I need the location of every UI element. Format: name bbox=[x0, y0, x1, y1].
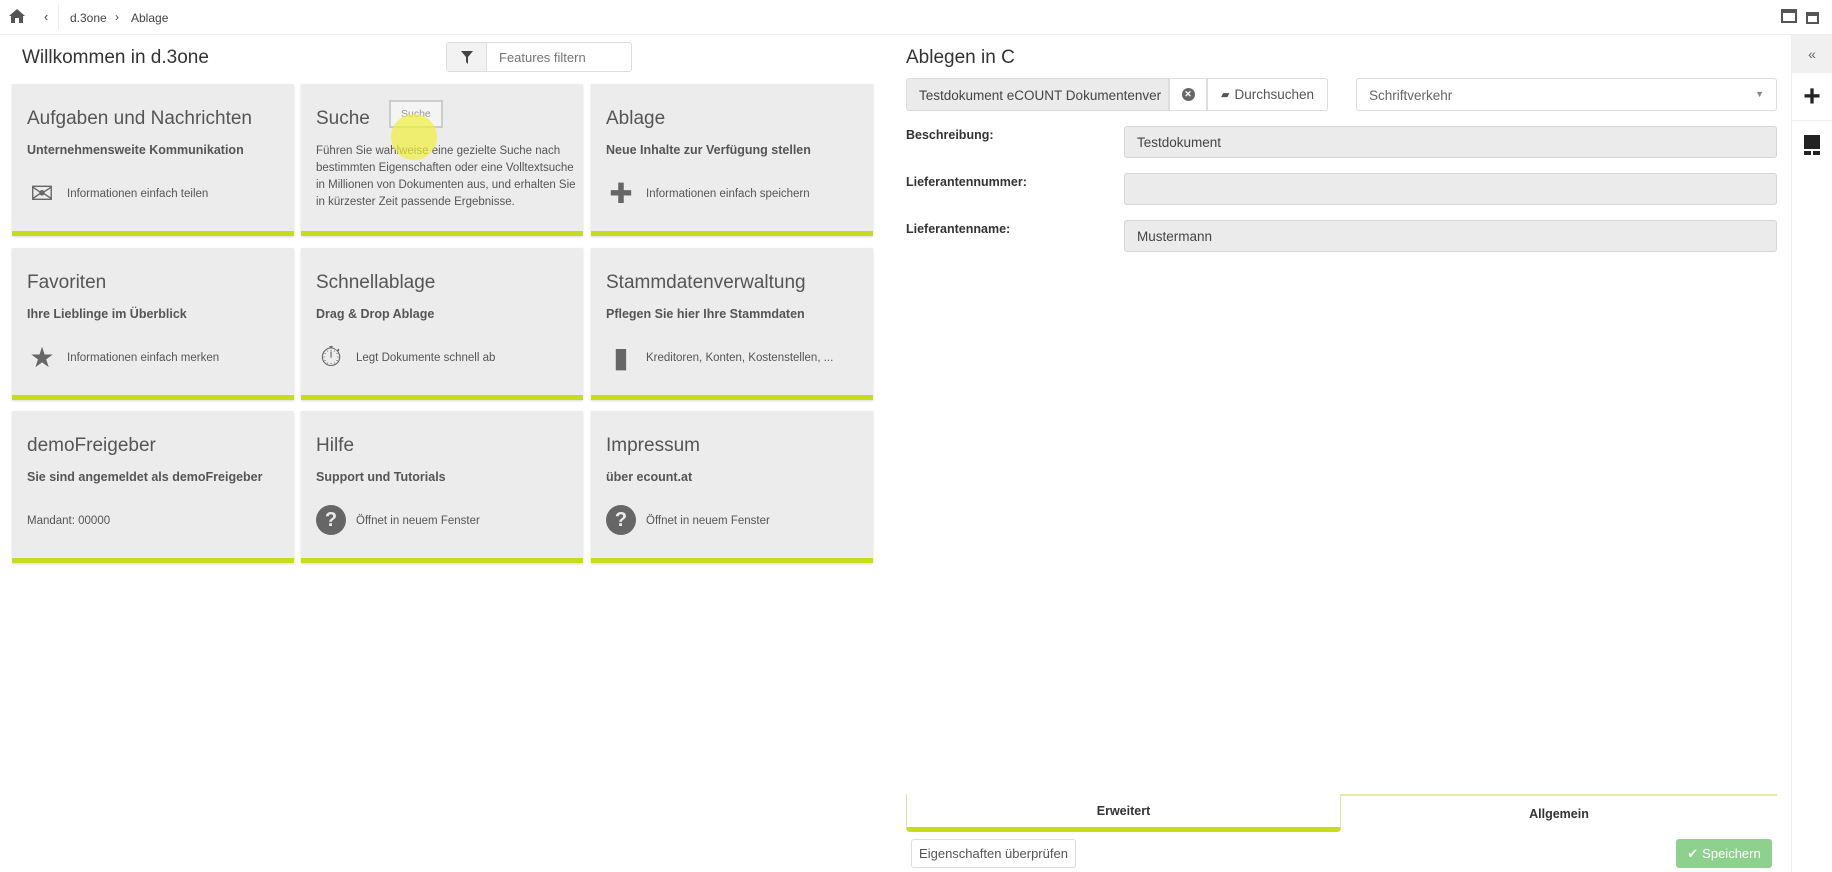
clear-icon: ✕ bbox=[1181, 88, 1195, 101]
feature-card[interactable]: Ablage Neue Inhalte zur Verfügung stellen… bbox=[591, 84, 873, 236]
add-icon[interactable]: + bbox=[1792, 73, 1832, 121]
card-title: Hilfe bbox=[316, 435, 355, 456]
panel-icon[interactable] bbox=[1792, 121, 1832, 169]
document-input[interactable]: Testdokument eCOUNT Dokumentenver bbox=[906, 78, 1169, 111]
field-label-beschreibung: Beschreibung: bbox=[906, 128, 994, 142]
beschreibung-input[interactable]: Testdokument bbox=[1124, 126, 1777, 158]
envelope-icon: ✉ bbox=[30, 177, 54, 209]
lieferantenname-input[interactable]: Mustermann bbox=[1124, 220, 1777, 252]
plus-icon: ✚ bbox=[609, 177, 633, 209]
check-properties-button[interactable]: Eigenschaften überprüfen bbox=[911, 839, 1076, 868]
feature-card[interactable]: Stammdatenverwaltung Pflegen Sie hier Ihr… bbox=[591, 248, 873, 400]
lieferantennummer-input[interactable] bbox=[1124, 173, 1777, 205]
card-subtitle: Ihre Lieblinge im Überblick bbox=[27, 307, 187, 321]
save-button[interactable]: ✔ Speichern bbox=[1676, 839, 1772, 868]
right-sidebar: « + bbox=[1791, 35, 1832, 872]
category-value: Schriftverkehr bbox=[1369, 88, 1453, 103]
top-bar: ‹ d.3one › Ablage bbox=[0, 0, 1832, 35]
feature-card[interactable]: Favoriten Ihre Lieblinge im Überblick ★ Inf… bbox=[12, 248, 294, 400]
caret-down-icon: ▼ bbox=[1755, 89, 1764, 99]
card-subtitle: Pflegen Sie hier Ihre Stammdaten bbox=[606, 307, 805, 321]
card-title: Schnellablage bbox=[316, 272, 436, 293]
question-circle-icon: ? bbox=[606, 505, 636, 535]
card-subtitle: Sie sind angemeldet als demoFreigeber bbox=[27, 470, 263, 484]
card-title: Favoriten bbox=[27, 272, 107, 293]
save-label: Speichern bbox=[1702, 846, 1761, 861]
folder-icon: ▰ bbox=[1220, 89, 1230, 101]
card-label: Informationen einfach merken bbox=[67, 352, 220, 364]
clear-button[interactable]: ✕ bbox=[1169, 78, 1207, 111]
feature-card[interactable]: demoFreigeber Sie sind angemeldet als dem… bbox=[12, 411, 294, 563]
check-icon: ✔ bbox=[1687, 845, 1699, 861]
card-label: Öffnet in neuem Fenster bbox=[356, 515, 480, 527]
divider bbox=[58, 4, 59, 30]
chevron-left-icon[interactable]: ‹ bbox=[44, 9, 49, 24]
card-title: Aufgaben und Nachrichten bbox=[27, 108, 252, 129]
page-title: Willkommen in d.3one bbox=[22, 47, 209, 68]
features-filter-input[interactable] bbox=[487, 43, 627, 71]
card-title: Ablage bbox=[606, 108, 666, 129]
card-subtitle: Drag & Drop Ablage bbox=[316, 307, 435, 321]
category-select[interactable]: Schriftverkehr ▼ bbox=[1356, 78, 1777, 111]
star-icon: ★ bbox=[29, 341, 55, 373]
feature-card[interactable]: Impressum über ecount.at? Öffnet in neuem … bbox=[591, 411, 873, 563]
collapse-button[interactable]: « bbox=[1792, 35, 1832, 73]
card-subtitle: Neue Inhalte zur Verfügung stellen bbox=[606, 143, 811, 157]
tab-erweitert[interactable]: Erweitert bbox=[906, 794, 1341, 832]
features-filter[interactable] bbox=[446, 42, 632, 72]
panel-title: Ablegen in C bbox=[906, 47, 1015, 68]
filter-icon[interactable] bbox=[447, 43, 487, 71]
home-icon[interactable] bbox=[8, 8, 26, 24]
card-label: Öffnet in neuem Fenster bbox=[646, 515, 770, 527]
feature-card[interactable]: Aufgaben und Nachrichten Unternehmensweit… bbox=[12, 84, 294, 236]
breadcrumb-d3one[interactable]: d.3one bbox=[70, 11, 107, 25]
cursor-highlight bbox=[391, 114, 437, 160]
card-label: Informationen einfach speichern bbox=[646, 188, 810, 200]
card-label: Kreditoren, Konten, Kostenstellen, ... bbox=[646, 352, 834, 364]
card-title: Stammdatenverwaltung bbox=[606, 272, 806, 293]
feature-card[interactable]: Schnellablage Drag & Drop Ablage ⏱ Legt Dok… bbox=[301, 248, 583, 400]
restore-icon[interactable] bbox=[1806, 12, 1819, 24]
field-label-lieferantenname: Lieferantenname: bbox=[906, 222, 1011, 236]
card-title: demoFreigeber bbox=[27, 435, 156, 456]
breadcrumb-chevron-icon: › bbox=[115, 10, 119, 24]
card-subtitle: über ecount.at bbox=[606, 470, 693, 484]
card-label: Mandant: 00000 bbox=[27, 515, 111, 527]
field-label-lieferantennummer: Lieferantennummer: bbox=[906, 175, 1027, 189]
card-subtitle: Support und Tutorials bbox=[316, 470, 446, 484]
feature-card[interactable]: Hilfe Support und Tutorials? Öffnet in neu… bbox=[301, 411, 583, 563]
feature-card[interactable]: Suche Führen Sie wahlweise eine gezielte … bbox=[301, 84, 583, 236]
card-title: Suche bbox=[316, 108, 370, 129]
browse-button[interactable]: ▰ Durchsuchen bbox=[1207, 78, 1328, 111]
stopwatch-icon: ⏱ bbox=[320, 340, 342, 372]
question-circle-icon: ? bbox=[316, 505, 346, 535]
breadcrumb-ablage: Ablage bbox=[131, 11, 169, 25]
card-description: Führen Sie wahlweise eine gezielte Suche… bbox=[316, 145, 576, 208]
card-title: Impressum bbox=[606, 435, 700, 456]
maximize-icon[interactable] bbox=[1781, 9, 1797, 23]
card-label: Legt Dokumente schnell ab bbox=[356, 352, 496, 364]
tab-allgemein[interactable]: Allgemein bbox=[1341, 794, 1777, 832]
card-subtitle: Unternehmensweite Kommunikation bbox=[27, 143, 244, 157]
browse-label: Durchsuchen bbox=[1234, 87, 1314, 102]
binder-icon: ▮ bbox=[613, 341, 629, 373]
card-label: Informationen einfach teilen bbox=[67, 188, 209, 200]
